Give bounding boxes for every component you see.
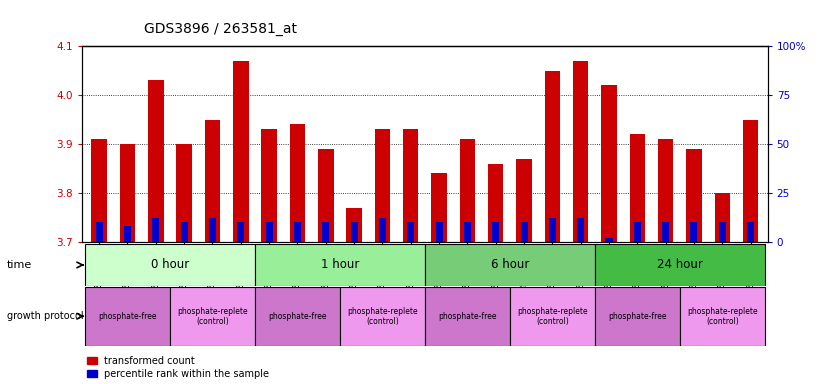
Bar <box>425 287 510 346</box>
Bar <box>322 222 329 242</box>
Bar <box>255 287 340 346</box>
Bar <box>548 218 556 242</box>
Text: phosphate-replete
(control): phosphate-replete (control) <box>347 306 418 326</box>
Bar <box>177 144 192 242</box>
Text: 0 hour: 0 hour <box>151 258 189 271</box>
Bar <box>91 139 107 242</box>
Bar <box>719 222 726 242</box>
Bar <box>346 208 362 242</box>
Bar <box>663 222 669 242</box>
Text: phosphate-free: phosphate-free <box>268 312 327 321</box>
Bar <box>170 287 255 346</box>
Text: growth protocol: growth protocol <box>7 311 83 321</box>
Text: phosphate-free: phosphate-free <box>608 312 667 321</box>
Bar <box>747 222 754 242</box>
Bar <box>634 222 641 242</box>
Bar <box>351 222 358 242</box>
Bar <box>403 129 419 242</box>
Bar <box>340 287 425 346</box>
Text: phosphate-replete
(control): phosphate-replete (control) <box>517 306 588 326</box>
Bar <box>714 193 730 242</box>
Text: phosphate-free: phosphate-free <box>99 312 157 321</box>
Text: phosphate-replete
(control): phosphate-replete (control) <box>177 306 248 326</box>
Bar <box>85 287 170 346</box>
Bar <box>690 222 698 242</box>
Bar <box>488 164 503 242</box>
Bar <box>601 85 617 242</box>
Bar <box>516 159 532 242</box>
Bar <box>686 149 702 242</box>
Bar <box>595 287 680 346</box>
Bar <box>425 244 595 286</box>
Text: 24 hour: 24 hour <box>657 258 703 271</box>
Bar <box>492 222 499 242</box>
Bar <box>233 61 249 242</box>
Bar <box>261 129 277 242</box>
Bar <box>680 287 765 346</box>
Bar <box>464 222 471 242</box>
Bar <box>510 287 595 346</box>
Bar <box>237 222 244 242</box>
Bar <box>606 238 612 242</box>
Bar <box>120 144 135 242</box>
Bar <box>181 222 187 242</box>
Bar <box>521 222 528 242</box>
Text: GDS3896 / 263581_at: GDS3896 / 263581_at <box>144 23 296 36</box>
Bar <box>209 218 216 242</box>
Bar <box>255 244 425 286</box>
Bar <box>124 226 131 242</box>
Bar <box>294 222 301 242</box>
Bar <box>407 222 415 242</box>
Bar <box>577 218 585 242</box>
Bar <box>148 80 163 242</box>
Bar <box>204 119 220 242</box>
Bar <box>595 244 765 286</box>
Bar <box>374 129 390 242</box>
Text: phosphate-free: phosphate-free <box>438 312 497 321</box>
Text: time: time <box>7 260 32 270</box>
Text: 6 hour: 6 hour <box>491 258 529 271</box>
Bar <box>265 222 273 242</box>
Bar <box>290 124 305 242</box>
Legend: transformed count, percentile rank within the sample: transformed count, percentile rank withi… <box>87 356 269 379</box>
Bar <box>573 61 589 242</box>
Bar <box>431 174 447 242</box>
Bar <box>95 222 103 242</box>
Text: phosphate-replete
(control): phosphate-replete (control) <box>687 306 758 326</box>
Bar <box>460 139 475 242</box>
Bar <box>630 134 645 242</box>
Bar <box>318 149 333 242</box>
Bar <box>743 119 759 242</box>
Bar <box>435 222 443 242</box>
Text: 1 hour: 1 hour <box>321 258 359 271</box>
Bar <box>85 244 255 286</box>
Bar <box>378 218 386 242</box>
Bar <box>152 218 159 242</box>
Bar <box>658 139 673 242</box>
Bar <box>544 71 560 242</box>
